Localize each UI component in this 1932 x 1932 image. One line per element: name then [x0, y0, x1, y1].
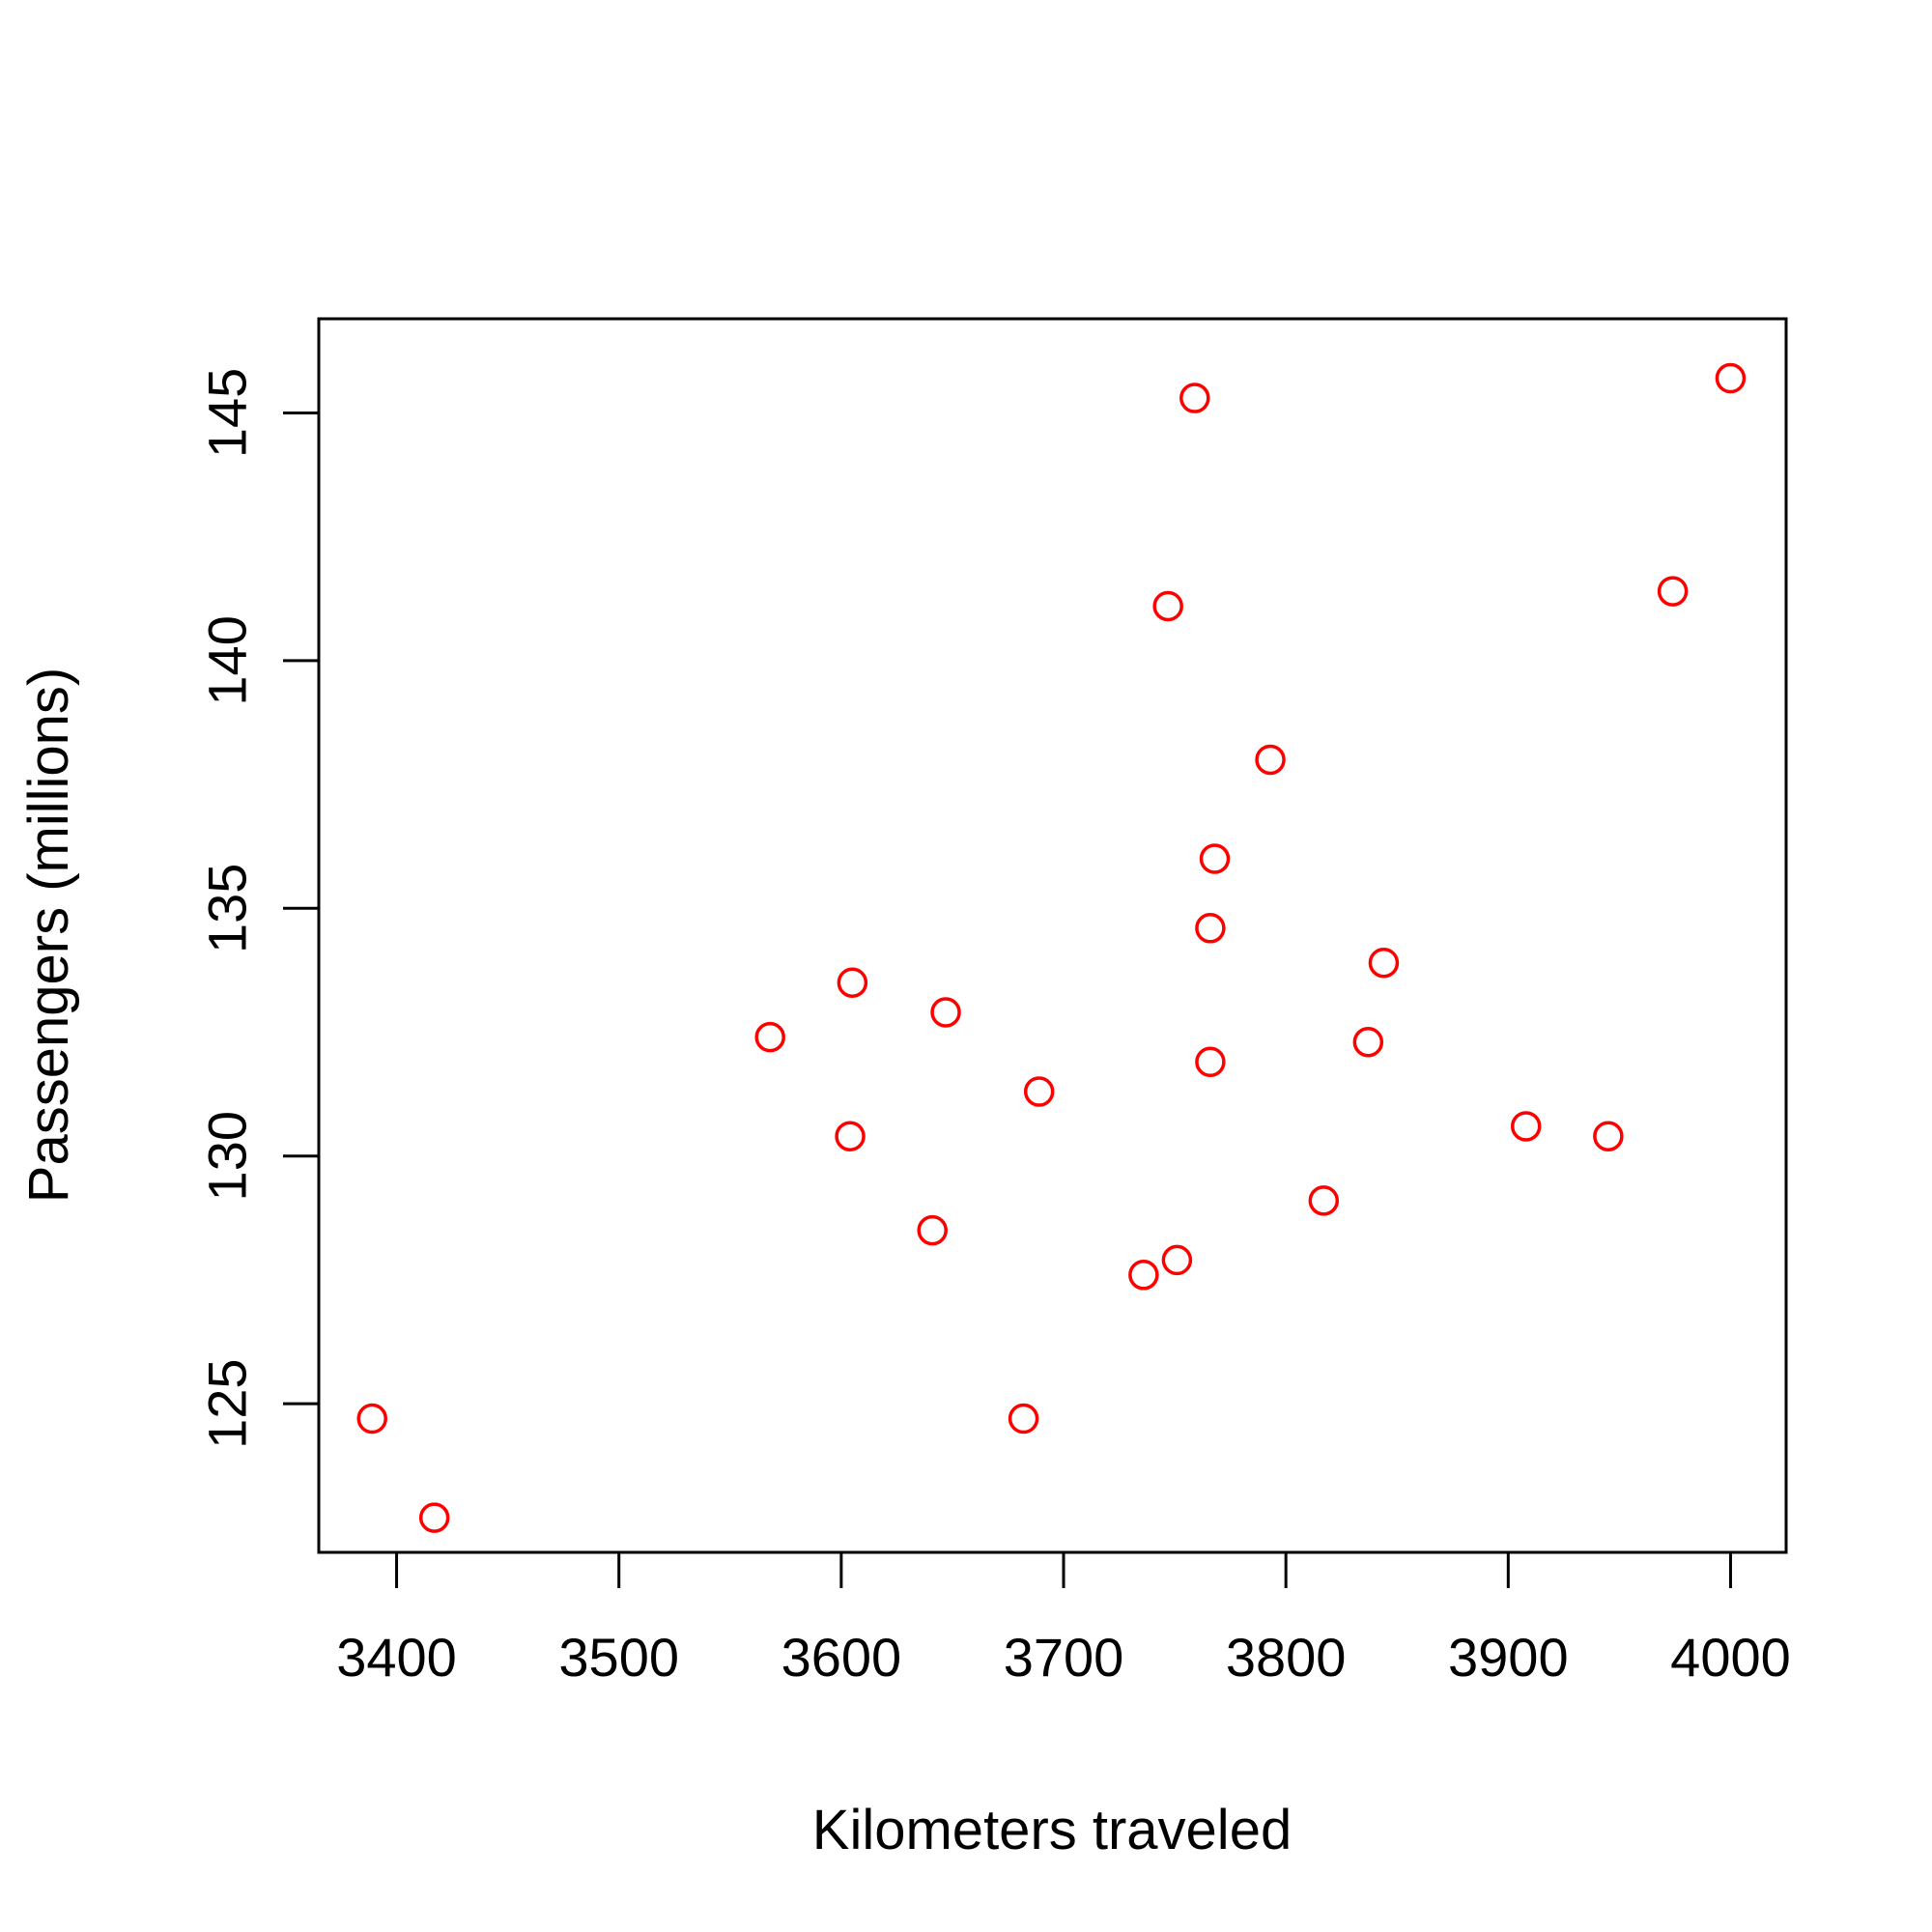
x-tick-label: 4000 — [1670, 1627, 1791, 1688]
y-axis: 125 130 135 140 145 — [197, 368, 319, 1449]
data-point — [1128, 1260, 1159, 1291]
y-tick-label: 125 — [197, 1358, 258, 1448]
data-point — [1510, 1111, 1542, 1142]
data-point — [1352, 1027, 1384, 1058]
data-point — [1368, 947, 1400, 979]
data-point — [1195, 913, 1226, 944]
x-tick-label: 3600 — [781, 1627, 902, 1688]
data-point — [930, 997, 961, 1028]
data-point — [1179, 383, 1210, 413]
plot-frame — [317, 317, 1788, 1554]
data-point — [1199, 843, 1231, 874]
data-point — [837, 967, 868, 998]
data-point — [1195, 1046, 1226, 1078]
x-tick-label: 3800 — [1226, 1627, 1347, 1688]
data-point — [1161, 1244, 1193, 1276]
data-point — [754, 1021, 785, 1053]
data-point — [356, 1403, 387, 1435]
x-axis: 3400 3500 3600 3700 3800 3900 4000 — [336, 1552, 1791, 1688]
x-axis-label: Kilometers traveled — [812, 1799, 1292, 1861]
x-tick-label: 3500 — [558, 1627, 679, 1688]
data-points — [356, 362, 1747, 1533]
data-point — [1152, 590, 1183, 622]
y-axis-label: Passengers (millions) — [17, 668, 80, 1203]
y-tick-label: 140 — [197, 615, 258, 705]
x-tick-label: 3400 — [336, 1627, 457, 1688]
data-point — [1308, 1185, 1340, 1216]
data-point — [917, 1214, 948, 1246]
data-point — [1023, 1076, 1055, 1107]
x-tick-label: 3900 — [1448, 1627, 1569, 1688]
x-tick-label: 3700 — [1004, 1627, 1124, 1688]
y-tick-label: 130 — [197, 1111, 258, 1201]
y-tick-label: 135 — [197, 864, 258, 953]
data-point — [418, 1502, 450, 1533]
data-point — [1008, 1403, 1039, 1435]
data-point — [1657, 576, 1689, 607]
data-point — [835, 1121, 866, 1151]
data-point — [1715, 362, 1747, 394]
y-tick-label: 145 — [197, 368, 258, 458]
data-point — [1593, 1121, 1624, 1151]
data-point — [1255, 744, 1286, 776]
